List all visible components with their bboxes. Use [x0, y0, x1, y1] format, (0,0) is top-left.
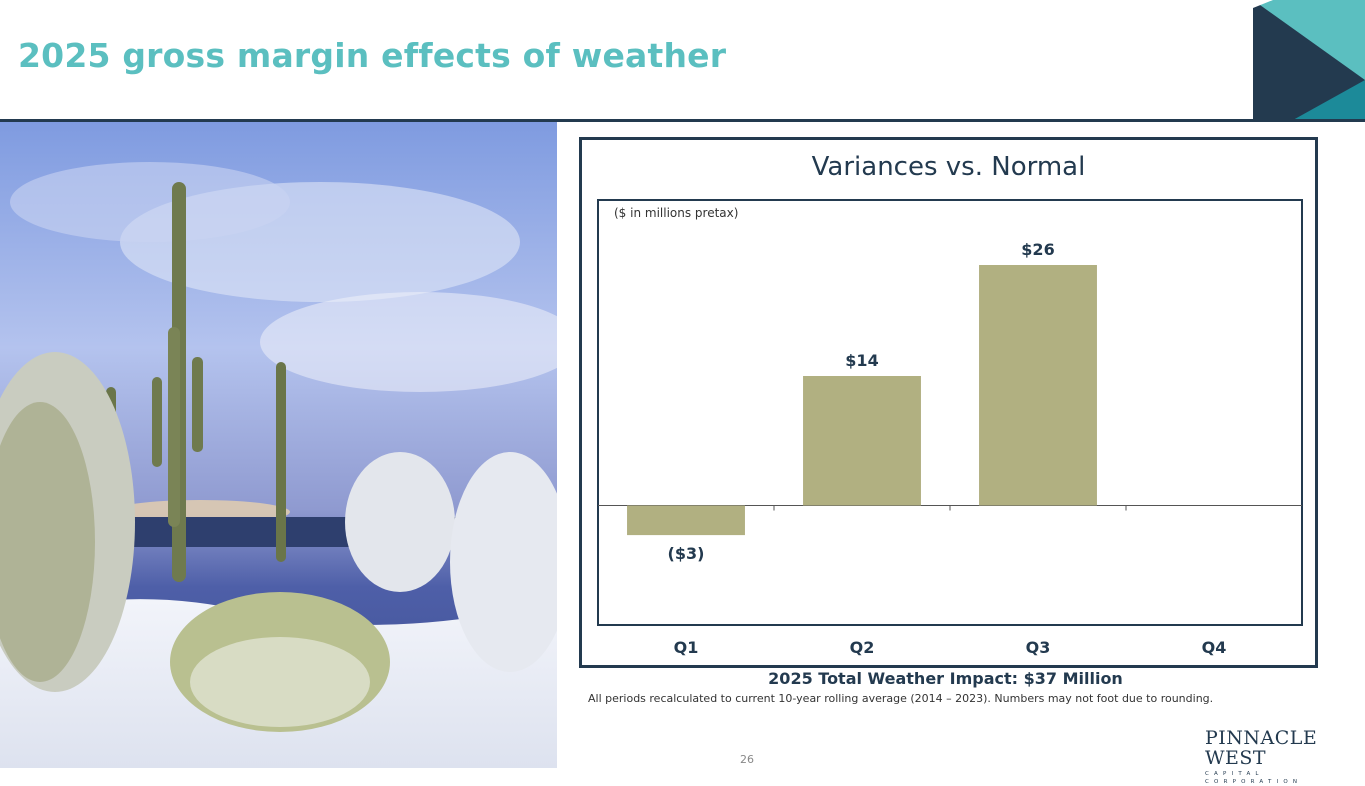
- corner-decoration: [1253, 0, 1365, 120]
- plot-frame: [597, 199, 1303, 626]
- page-title: 2025 gross margin effects of weather: [18, 36, 727, 75]
- bar-q3: [979, 265, 1097, 506]
- desert-snow-photo: [0, 122, 557, 768]
- company-logo: PINNACLE WEST CAPITAL CORPORATION: [1205, 728, 1355, 785]
- category-label-q4: Q4: [1202, 638, 1227, 657]
- bar-q2: [803, 376, 921, 506]
- data-label-q1: ($3): [668, 544, 705, 563]
- total-weather-impact: 2025 Total Weather Impact: $37 Million: [768, 669, 1123, 688]
- chart-title: Variances vs. Normal: [811, 152, 1086, 182]
- chart-panel: Variances vs. Normal ($ in millions pret…: [579, 137, 1318, 668]
- category-label-q1: Q1: [674, 638, 699, 657]
- chart-subtitle: ($ in millions pretax): [614, 206, 738, 220]
- logo-subtitle: CAPITAL CORPORATION: [1205, 771, 1303, 785]
- bar-q1: [627, 505, 745, 536]
- page-number: 26: [740, 753, 754, 766]
- data-label-q2: $14: [845, 351, 878, 370]
- footnote: All periods recalculated to current 10-y…: [588, 692, 1214, 705]
- logo-name: PINNACLE WEST: [1205, 727, 1318, 769]
- header-divider: [0, 119, 1365, 122]
- category-label-q3: Q3: [1026, 638, 1051, 657]
- bar-chart: ($ in millions pretax) ($3) Q1 $14 Q2 $26 Q3 Q4: [597, 199, 1303, 657]
- data-label-q3: $26: [1021, 240, 1054, 259]
- category-label-q2: Q2: [850, 638, 875, 657]
